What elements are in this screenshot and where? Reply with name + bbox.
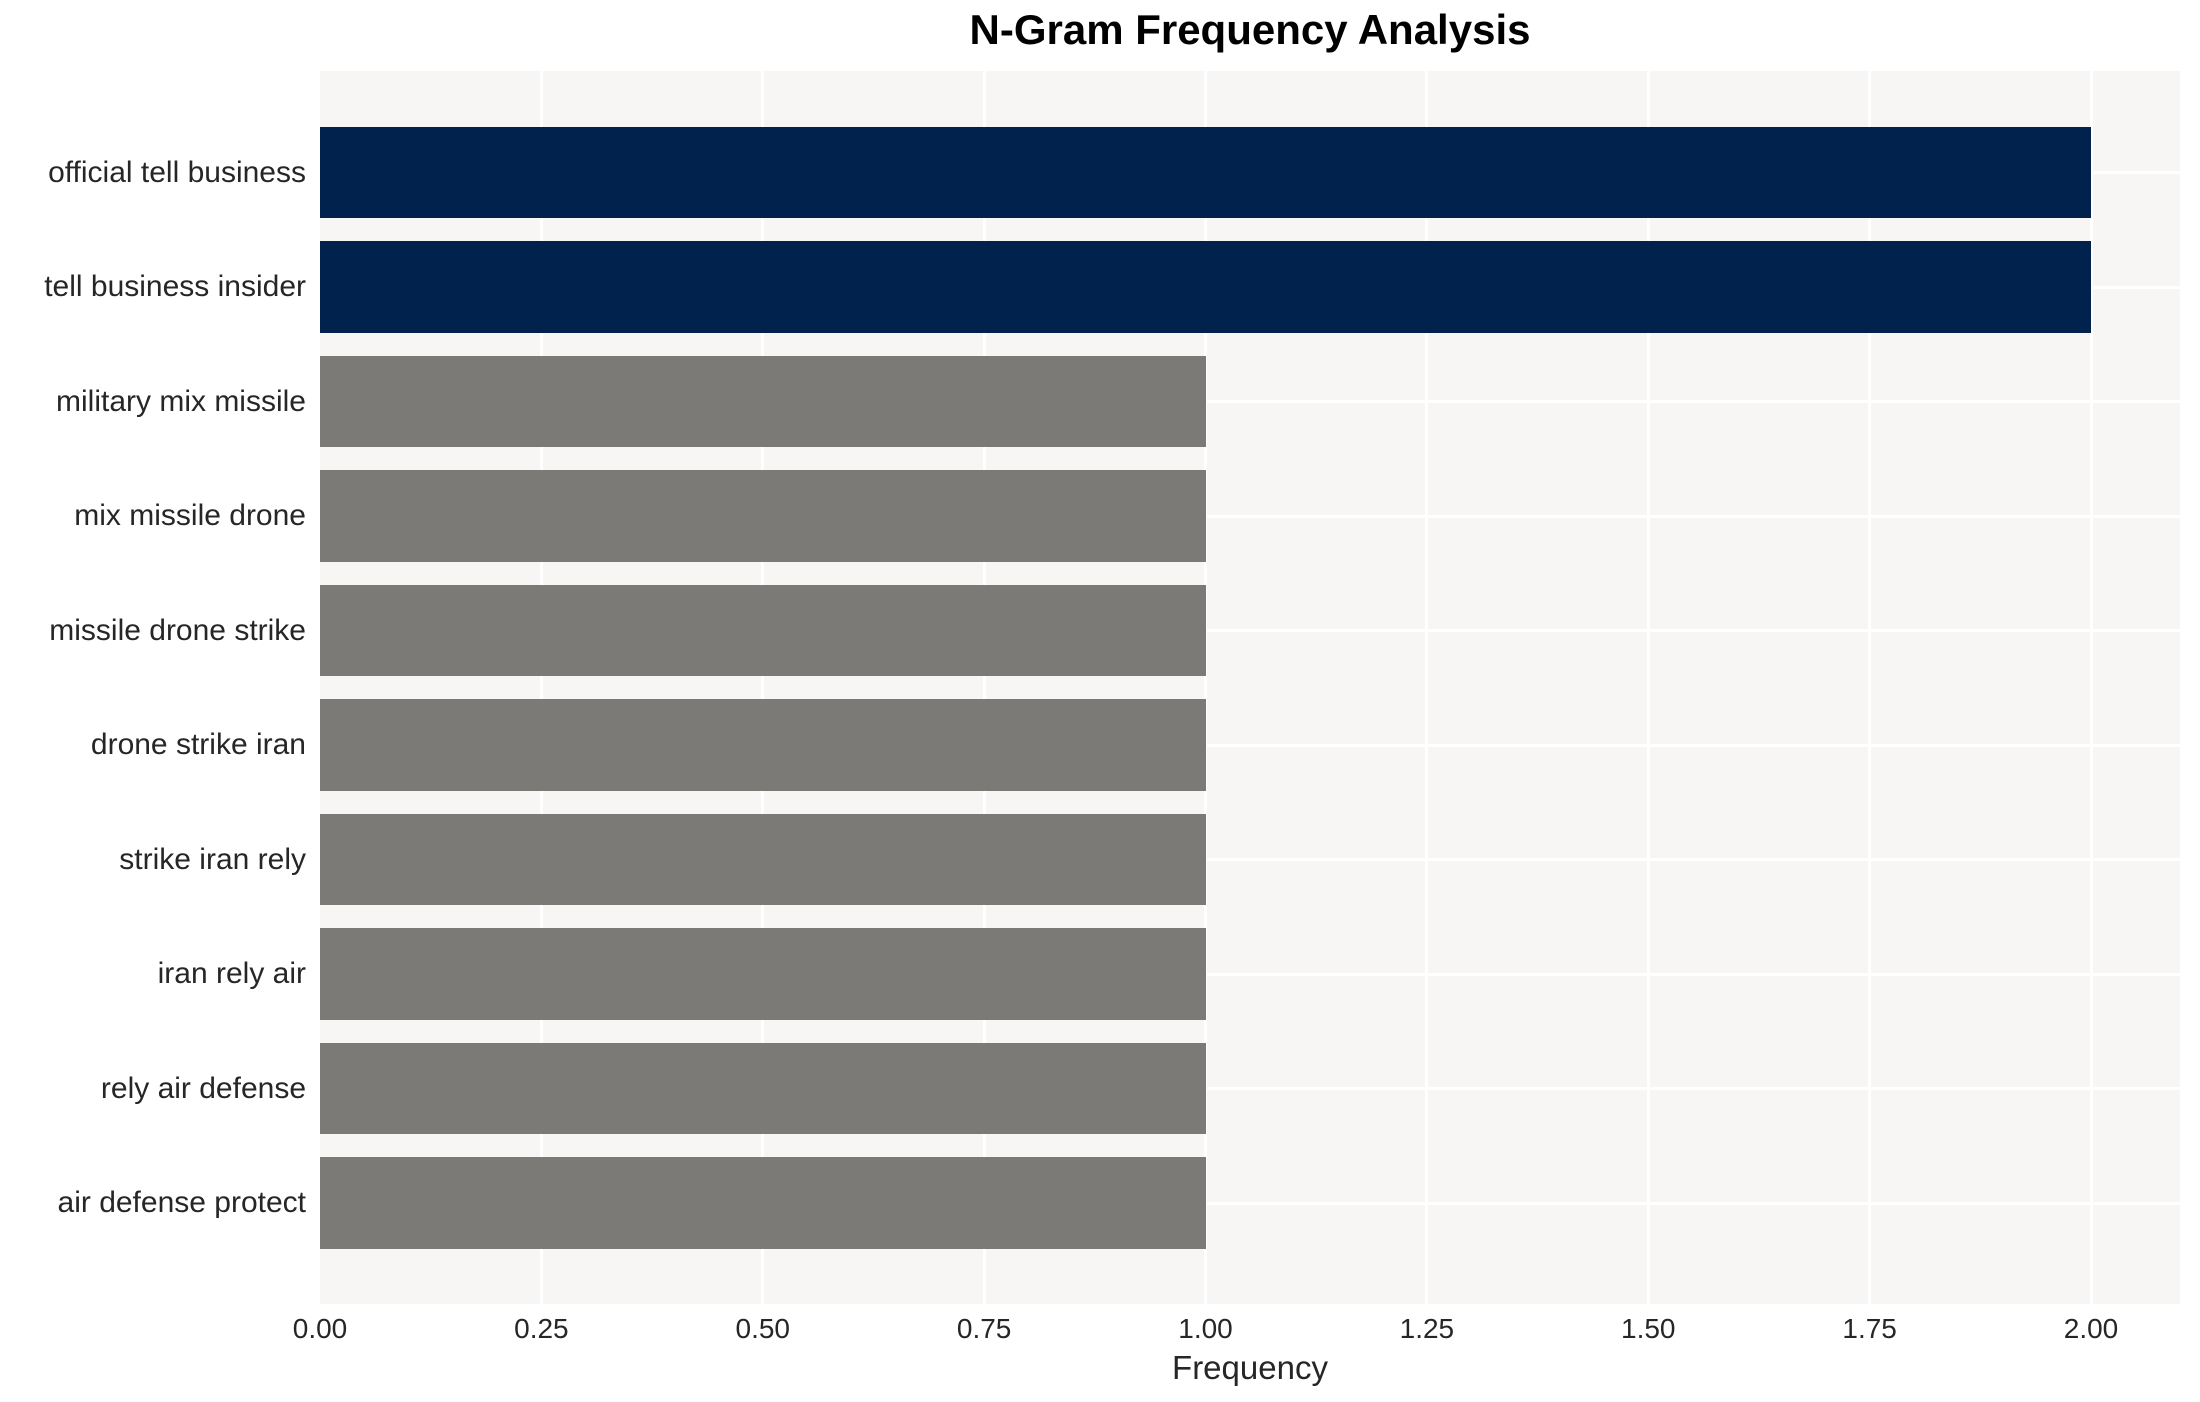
y-tick-label-5: drone strike iran: [90, 728, 306, 761]
gridline-y-9: [320, 1201, 2180, 1205]
gridline-x-1.00: [1204, 71, 1207, 1304]
y-tick-label-7: iran rely air: [157, 957, 306, 990]
y-tick-label-0: official tell business: [48, 155, 306, 189]
bar-0: [320, 126, 2091, 219]
x-tick-label-1.50: 1.50: [1621, 1313, 1676, 1344]
bar-9: [320, 1157, 1206, 1249]
gridline-y-7: [320, 972, 2180, 976]
y-tick-label-8: rely air defense: [100, 1071, 306, 1105]
y-tick-label-3: mix missile drone: [74, 499, 306, 532]
x-tick-label-0.25: 0.25: [514, 1313, 569, 1344]
x-tick-label-0.00: 0.00: [292, 1313, 348, 1344]
x-tick-label-1.75: 1.75: [1842, 1313, 1897, 1344]
bar-4: [320, 584, 1206, 677]
gridline-y-2: [320, 400, 2180, 403]
gridline-y-8: [320, 1087, 2180, 1090]
gridline-y-5: [320, 743, 2180, 747]
gridline-y-4: [320, 629, 2180, 632]
bar-2: [320, 355, 1206, 448]
plot-area: [320, 71, 2180, 1304]
gridline-x-1.75: [1868, 71, 1872, 1304]
x-tick-label-1.25: 1.25: [1399, 1313, 1455, 1344]
y-tick-label-9: air defense protect: [57, 1186, 306, 1219]
bar-6: [320, 813, 1206, 906]
bar-5: [320, 699, 1206, 791]
gridline-x-2.00: [2089, 71, 2093, 1304]
x-tick-label-2.00: 2.00: [2063, 1313, 2119, 1344]
gridline-x-1.50: [1646, 71, 1650, 1304]
gridline-y-6: [320, 858, 2180, 861]
bar-7: [320, 928, 1206, 1020]
x-tick-label-1.00: 1.00: [1178, 1313, 1233, 1344]
y-tick-label-6: strike iran rely: [119, 842, 306, 876]
chart-title: N-Gram Frequency Analysis: [969, 6, 1531, 53]
x-tick-label-0.50: 0.50: [735, 1313, 791, 1344]
bar-1: [320, 241, 2091, 333]
bar-8: [320, 1042, 1206, 1135]
gridline-y-3: [320, 514, 2180, 518]
bar-3: [320, 470, 1206, 562]
x-tick-label-0.75: 0.75: [956, 1313, 1012, 1344]
x-axis-label: Frequency: [1172, 1349, 1328, 1386]
gridline-x-0.25: [539, 71, 543, 1304]
y-tick-label-1: tell business insider: [44, 270, 306, 303]
gridline-x-0.75: [982, 71, 986, 1304]
y-tick-label-2: military mix missile: [56, 384, 306, 418]
gridline-x-1.25: [1425, 71, 1429, 1304]
gridline-x-0.50: [761, 71, 765, 1304]
y-tick-label-4: missile drone strike: [49, 613, 306, 647]
